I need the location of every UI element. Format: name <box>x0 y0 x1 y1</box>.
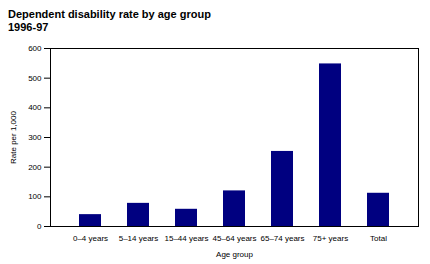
svg-text:600: 600 <box>28 44 42 53</box>
svg-text:500: 500 <box>28 74 42 83</box>
svg-text:5–14 years: 5–14 years <box>119 234 159 243</box>
html-text:1996-97: 1996-97 <box>8 21 49 33</box>
svg-text:Total: Total <box>370 234 387 243</box>
svg-text:Age group: Age group <box>216 250 253 259</box>
svg-text:400: 400 <box>28 103 42 112</box>
svg-text:300: 300 <box>28 133 42 142</box>
svg-text:0: 0 <box>37 222 42 231</box>
svg-text:200: 200 <box>28 163 42 172</box>
svg-text:100: 100 <box>28 192 42 201</box>
svg-text:75+ years: 75+ years <box>313 234 348 243</box>
svg-text:0–4 years: 0–4 years <box>73 234 108 243</box>
html-text:Dependent disability rate by a: Dependent disability rate by age group <box>8 8 211 20</box>
svg-text:45–64 years: 45–64 years <box>212 234 256 243</box>
svg-text:Rate per 1,000: Rate per 1,000 <box>9 110 18 163</box>
svg-text:15–44 years: 15–44 years <box>164 234 208 243</box>
svg-text:65–74 years: 65–74 years <box>260 234 304 243</box>
